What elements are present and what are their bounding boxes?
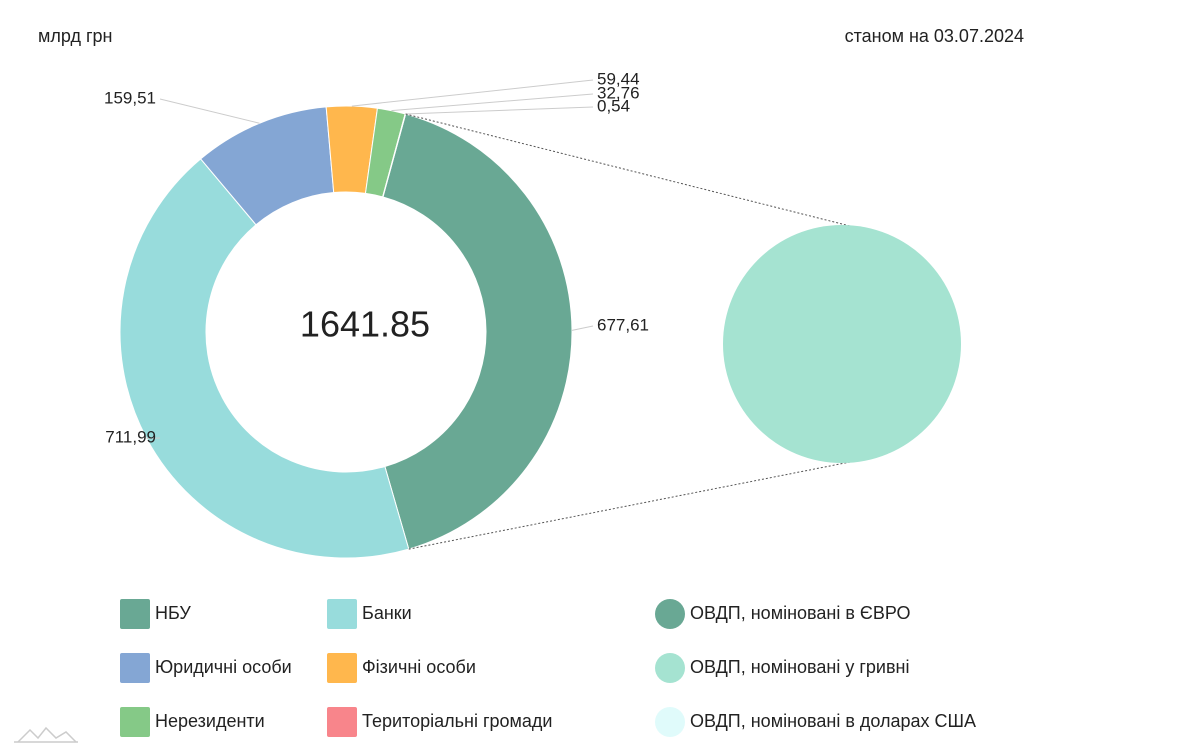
legend-label: ОВДП, номіновані у гривні: [690, 657, 909, 677]
legend-swatch: [120, 599, 150, 629]
value-label: 59,44: [597, 69, 640, 88]
legend-label: ОВДП, номіновані в доларах США: [690, 711, 976, 731]
legend-label: ОВДП, номіновані в ЄВРО: [690, 603, 910, 623]
pie-slice: [723, 225, 961, 463]
legend-swatch: [120, 707, 150, 737]
legend-label: Банки: [362, 603, 412, 623]
legend-label: НБУ: [155, 603, 191, 623]
legend-label: Фізичні особи: [362, 657, 476, 677]
logo: [14, 726, 78, 743]
value-label: 711,99: [105, 427, 156, 446]
legend-label: Територіальні громади: [362, 711, 553, 731]
date-label: станом на 03.07.2024: [845, 26, 1024, 46]
value-label: 0,54: [597, 96, 630, 115]
legend-swatch: [327, 707, 357, 737]
connector: [405, 113, 851, 227]
legend-swatch: [327, 653, 357, 683]
connector: [408, 461, 851, 550]
donut-slice: [382, 113, 573, 550]
legend-label: Нерезиденти: [155, 711, 265, 731]
legend-swatch: [655, 653, 685, 683]
leader-line: [571, 325, 594, 331]
legend-swatch: [120, 653, 150, 683]
leader-line: [405, 106, 594, 115]
donut-slice: [382, 113, 407, 198]
leader-line: [351, 79, 594, 107]
total: 1641.85: [300, 304, 430, 345]
legend-swatch: [327, 599, 357, 629]
legend-swatch: [655, 599, 685, 629]
value-label: 32,76: [597, 83, 640, 102]
leader-line: [391, 93, 594, 112]
donut-slice: [119, 158, 410, 559]
legend-label: Юридичні особи: [155, 657, 292, 677]
unit-label: млрд грн: [38, 26, 113, 46]
leader-line: [159, 98, 260, 124]
legend-swatch: [655, 707, 685, 737]
value-label: 677,61: [597, 315, 649, 334]
value-label: 159,51: [104, 88, 156, 107]
